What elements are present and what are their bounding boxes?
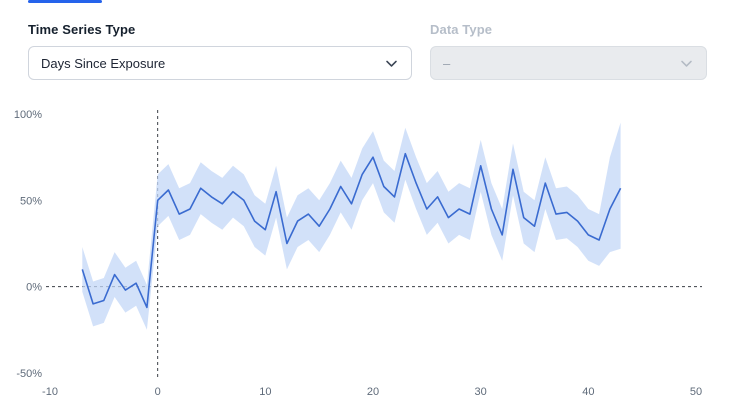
time-series-type-group: Time Series Type Days Since Exposure bbox=[28, 22, 412, 80]
chart-canvas: 100% 50% 0% -50%-10 0 10 20 30 40 50 bbox=[14, 109, 702, 398]
y-axis-tick-label: 50% bbox=[20, 195, 42, 207]
data-type-group: Data Type – bbox=[430, 22, 707, 80]
x-axis-tick-label: -10 bbox=[42, 386, 58, 398]
x-axis-tick-label: 10 bbox=[259, 386, 271, 398]
time-series-type-label: Time Series Type bbox=[28, 22, 136, 37]
chevron-down-icon bbox=[679, 56, 694, 71]
time-series-type-select[interactable]: Days Since Exposure bbox=[28, 46, 412, 80]
data-type-label: Data Type bbox=[430, 22, 493, 37]
y-axis-tick-label: -50% bbox=[16, 368, 42, 380]
chevron-down-icon bbox=[384, 56, 399, 71]
y-axis-tick-label: 0% bbox=[26, 282, 42, 294]
data-type-select: – bbox=[430, 46, 707, 80]
x-axis-tick-label: 50 bbox=[690, 386, 702, 398]
active-tab-indicator bbox=[28, 0, 102, 3]
confidence-band bbox=[82, 122, 621, 330]
y-axis-tick-label: 100% bbox=[14, 109, 42, 121]
data-type-value: – bbox=[443, 55, 451, 71]
time-series-chart: 100% 50% 0% -50% -10 0 10 20 30 40 50 bbox=[0, 100, 732, 410]
x-axis-tick-label: 0 bbox=[155, 386, 161, 398]
series-line bbox=[81, 152, 622, 309]
time-series-type-value: Days Since Exposure bbox=[41, 55, 166, 71]
x-axis-tick-label: 30 bbox=[475, 386, 487, 398]
x-axis-tick-label: 20 bbox=[367, 386, 379, 398]
chart-controls: Time Series Type Days Since Exposure Dat… bbox=[0, 0, 732, 80]
x-axis-tick-label: 40 bbox=[582, 386, 594, 398]
